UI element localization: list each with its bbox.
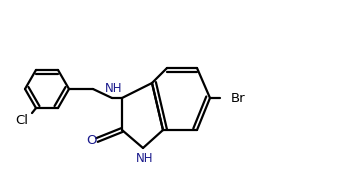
- Text: Cl: Cl: [16, 113, 29, 126]
- Text: O: O: [86, 134, 96, 147]
- Text: NH: NH: [136, 152, 154, 164]
- Text: Br: Br: [231, 92, 245, 105]
- Text: NH: NH: [105, 81, 123, 94]
